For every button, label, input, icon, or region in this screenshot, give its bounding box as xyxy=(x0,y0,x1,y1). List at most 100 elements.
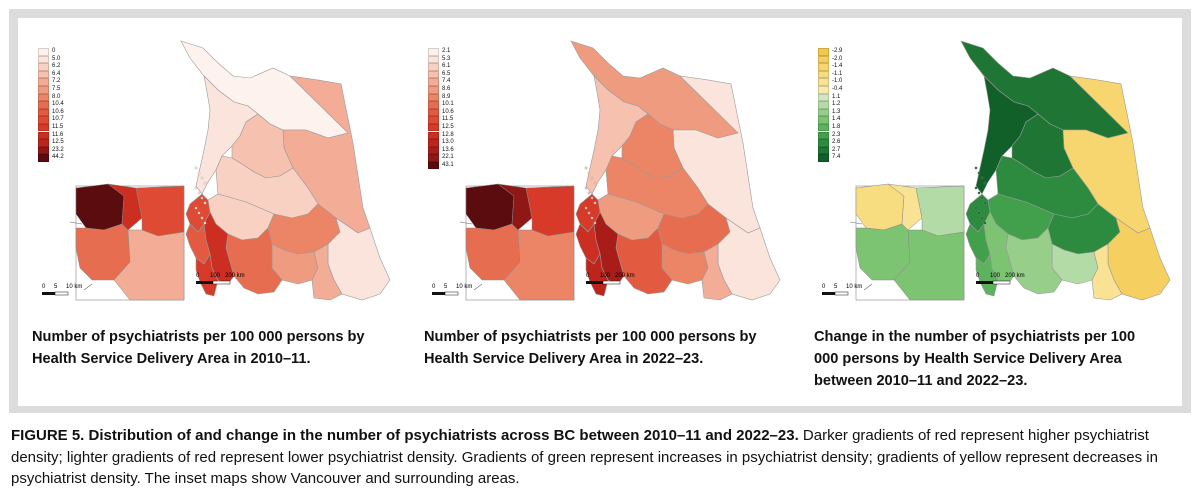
coastal-island xyxy=(980,216,984,220)
region-island-south xyxy=(975,253,999,297)
inset-scale-bar: 0 5 10 km xyxy=(42,284,82,296)
figure-panels: 0 5 10 km 0 100 200 km 0 5.0 6.2 6.4 7.2 7.5 8.0 10.4… xyxy=(18,18,1182,406)
province-map: 0 5 10 km 0 100 200 km xyxy=(42,40,391,301)
legend-swatch xyxy=(818,63,829,71)
legend-swatch xyxy=(38,63,49,71)
legend-swatch xyxy=(428,63,439,71)
legend-label: 7.4 xyxy=(832,154,841,161)
legend-swatch xyxy=(818,48,829,56)
main-scale-label: 100 xyxy=(210,273,221,279)
legend-swatch xyxy=(818,93,829,102)
legend-swatch xyxy=(428,108,439,117)
coastal-island xyxy=(200,176,204,180)
coastal-island xyxy=(977,191,981,195)
coastal-island xyxy=(194,206,198,210)
legend-label: 10.7 xyxy=(52,116,64,123)
inset-inset-se xyxy=(893,229,965,301)
coastal-island xyxy=(200,216,204,220)
legend-label: 10.4 xyxy=(52,101,64,108)
coastal-island xyxy=(974,206,978,210)
legend-label: 2.6 xyxy=(832,139,841,146)
inset-scale-label: 10 km xyxy=(66,284,82,290)
legend-entry: 10.7 xyxy=(38,116,64,124)
legend-entry: 6.2 xyxy=(38,63,64,71)
coastal-island xyxy=(974,166,978,170)
coastal-island xyxy=(590,176,594,180)
main-scale-label: 0 xyxy=(586,273,590,279)
legend-label: 7.4 xyxy=(442,78,451,85)
legend-entry: 6.1 xyxy=(428,63,454,71)
legend-label: 6.2 xyxy=(52,63,61,70)
legend-label: 1.1 xyxy=(832,93,841,100)
legend-entry: 13.0 xyxy=(428,139,454,147)
region-island-south xyxy=(195,253,219,297)
legend-entry: 2.1 xyxy=(428,48,454,56)
coastal-island xyxy=(983,221,987,225)
coastal-island xyxy=(203,181,207,185)
legend-label: 2.3 xyxy=(832,131,841,138)
inset-pointer-line xyxy=(473,283,483,291)
legend-swatch xyxy=(428,78,439,86)
main-scale-label: 100 xyxy=(990,273,1001,279)
legend-label: 2.7 xyxy=(832,146,841,153)
legend-swatch xyxy=(818,154,829,162)
inset-inset-se xyxy=(503,229,575,301)
main-scale-label: 100 xyxy=(600,273,611,279)
legend-label: 7.5 xyxy=(52,85,61,92)
legend-swatch xyxy=(38,78,49,86)
province-map: 0 5 10 km 0 100 200 km xyxy=(432,40,781,301)
legend-label: 43.1 xyxy=(442,161,454,168)
coastal-island xyxy=(584,166,588,170)
coastal-island xyxy=(590,216,594,220)
legend-swatch xyxy=(38,123,49,132)
legend-entry: -0.4 xyxy=(818,86,842,94)
legend-swatch xyxy=(818,70,829,79)
panel-title: Number of psychiatrists per 100 000 pers… xyxy=(424,329,757,367)
caption-body: Darker gradients of red represent higher… xyxy=(11,427,1158,487)
legend-swatch xyxy=(818,55,829,64)
legend-label: -1.4 xyxy=(832,63,843,70)
legend-entry: 8.9 xyxy=(428,94,454,102)
coastal-island xyxy=(197,211,201,215)
legend-swatch xyxy=(38,116,49,124)
legend-swatch xyxy=(38,154,49,162)
inset-pointer-line xyxy=(863,283,873,291)
legend-entry: 23.2 xyxy=(38,147,64,155)
legend-swatch xyxy=(38,101,49,109)
legend-swatch xyxy=(38,93,49,102)
inset-inset-se xyxy=(113,229,185,301)
legend-entry: 8.6 xyxy=(428,86,454,94)
legend-swatch xyxy=(428,55,439,64)
legend-label: 22.1 xyxy=(442,154,454,161)
coastal-island xyxy=(593,181,597,185)
inset-pointer-line xyxy=(459,221,473,225)
legend-entry: -1.0 xyxy=(818,78,842,86)
legend-entry: 10.1 xyxy=(428,101,454,109)
inset-scale-label: 10 km xyxy=(846,284,862,290)
legend-label: 8.9 xyxy=(442,93,451,100)
inset-scale-label: 0 xyxy=(432,284,436,290)
legend-swatch xyxy=(38,55,49,64)
legend-label: 10.6 xyxy=(52,108,64,115)
legend-entry: 12.5 xyxy=(428,124,454,132)
province-map: 0 5 10 km 0 100 200 km xyxy=(822,40,1171,301)
inset-scale-label: 0 xyxy=(822,284,826,290)
region-island-south xyxy=(585,253,609,297)
coastal-island xyxy=(977,211,981,215)
legend-entry: 13.6 xyxy=(428,147,454,155)
map-legend: 0 5.0 6.2 6.4 7.2 7.5 8.0 10.4 10.6 10.7 11.5 11.6 1… xyxy=(38,48,64,162)
legend-swatch xyxy=(428,146,439,155)
legend-label: 5.3 xyxy=(442,55,451,62)
main-scale-label: 0 xyxy=(196,273,200,279)
main-scale-label: 200 km xyxy=(615,273,635,279)
legend-swatch xyxy=(818,146,829,155)
inset-pointer-line xyxy=(849,221,863,225)
legend-label: 6.4 xyxy=(52,70,61,77)
region-kootenay-west xyxy=(311,243,343,301)
legend-entry: 11.5 xyxy=(428,116,454,124)
legend-swatch xyxy=(428,123,439,132)
legend-entry: 2.7 xyxy=(818,147,842,155)
legend-label: 44.2 xyxy=(52,154,64,161)
legend-label: 1.4 xyxy=(832,116,841,123)
main-scale-label: 200 km xyxy=(1005,273,1025,279)
